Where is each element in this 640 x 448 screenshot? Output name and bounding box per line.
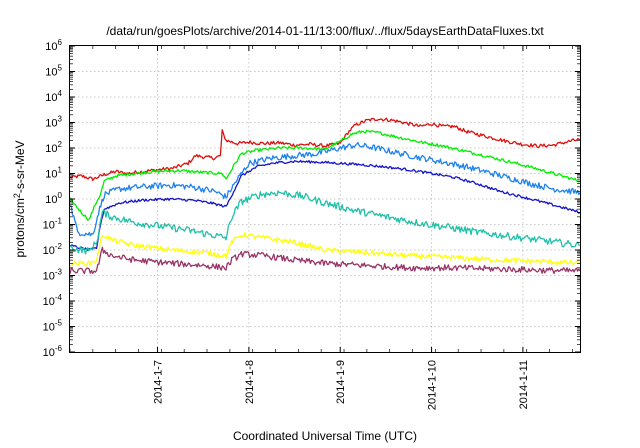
x-tick-label: 2014-1-10 — [427, 360, 439, 410]
series-line-5 — [69, 190, 581, 255]
series-line-7 — [69, 246, 581, 275]
series-line-4 — [69, 159, 581, 251]
series-line-2 — [69, 129, 581, 221]
y-tick-label: 105 — [45, 64, 62, 79]
x-tick-label: 2014-1-8 — [244, 360, 256, 404]
y-tick-label: 101 — [45, 166, 62, 181]
x-axis-label: Coordinated Universal Time (UTC) — [233, 429, 417, 443]
y-tick-label: 10-1 — [43, 217, 63, 232]
y-tick-label: 104 — [45, 89, 62, 104]
x-axis-ticks: 2014-1-7 2014-1-8 2014-1-9 2014-1-10 2014-1-… — [69, 46, 573, 410]
plot-frame — [69, 45, 581, 353]
y-tick-label: 103 — [45, 115, 62, 130]
y-tick-label: 10-5 — [43, 319, 63, 334]
y-axis-ticks: 10-6 10-5 10-4 10-3 10-2 10-1 100 101 102 103 104 1… — [43, 38, 580, 359]
y-tick-label: 100 — [45, 191, 62, 206]
y-axis-label: protons/cm2-s-sr-MeV — [12, 140, 27, 257]
y-tick-label: 10-6 — [43, 344, 63, 359]
series-group — [69, 117, 581, 275]
y-tick-label: 102 — [45, 140, 62, 155]
y-tick-label: 10-4 — [43, 293, 63, 308]
x-tick-label: 2014-1-9 — [335, 360, 347, 404]
x-tick-label: 2014-1-11 — [518, 360, 530, 409]
y-tick-label: 106 — [45, 38, 62, 53]
grid — [70, 46, 580, 352]
y-tick-label: 10-3 — [43, 268, 63, 283]
chart-title: /data/run/goesPlots/archive/2014-01-11/1… — [106, 24, 544, 38]
x-tick-label: 2014-1-7 — [153, 360, 165, 404]
series-line-6 — [69, 232, 581, 267]
y-tick-label: 10-2 — [43, 242, 63, 257]
series-line-3 — [69, 141, 581, 237]
series-line-1 — [69, 117, 580, 182]
